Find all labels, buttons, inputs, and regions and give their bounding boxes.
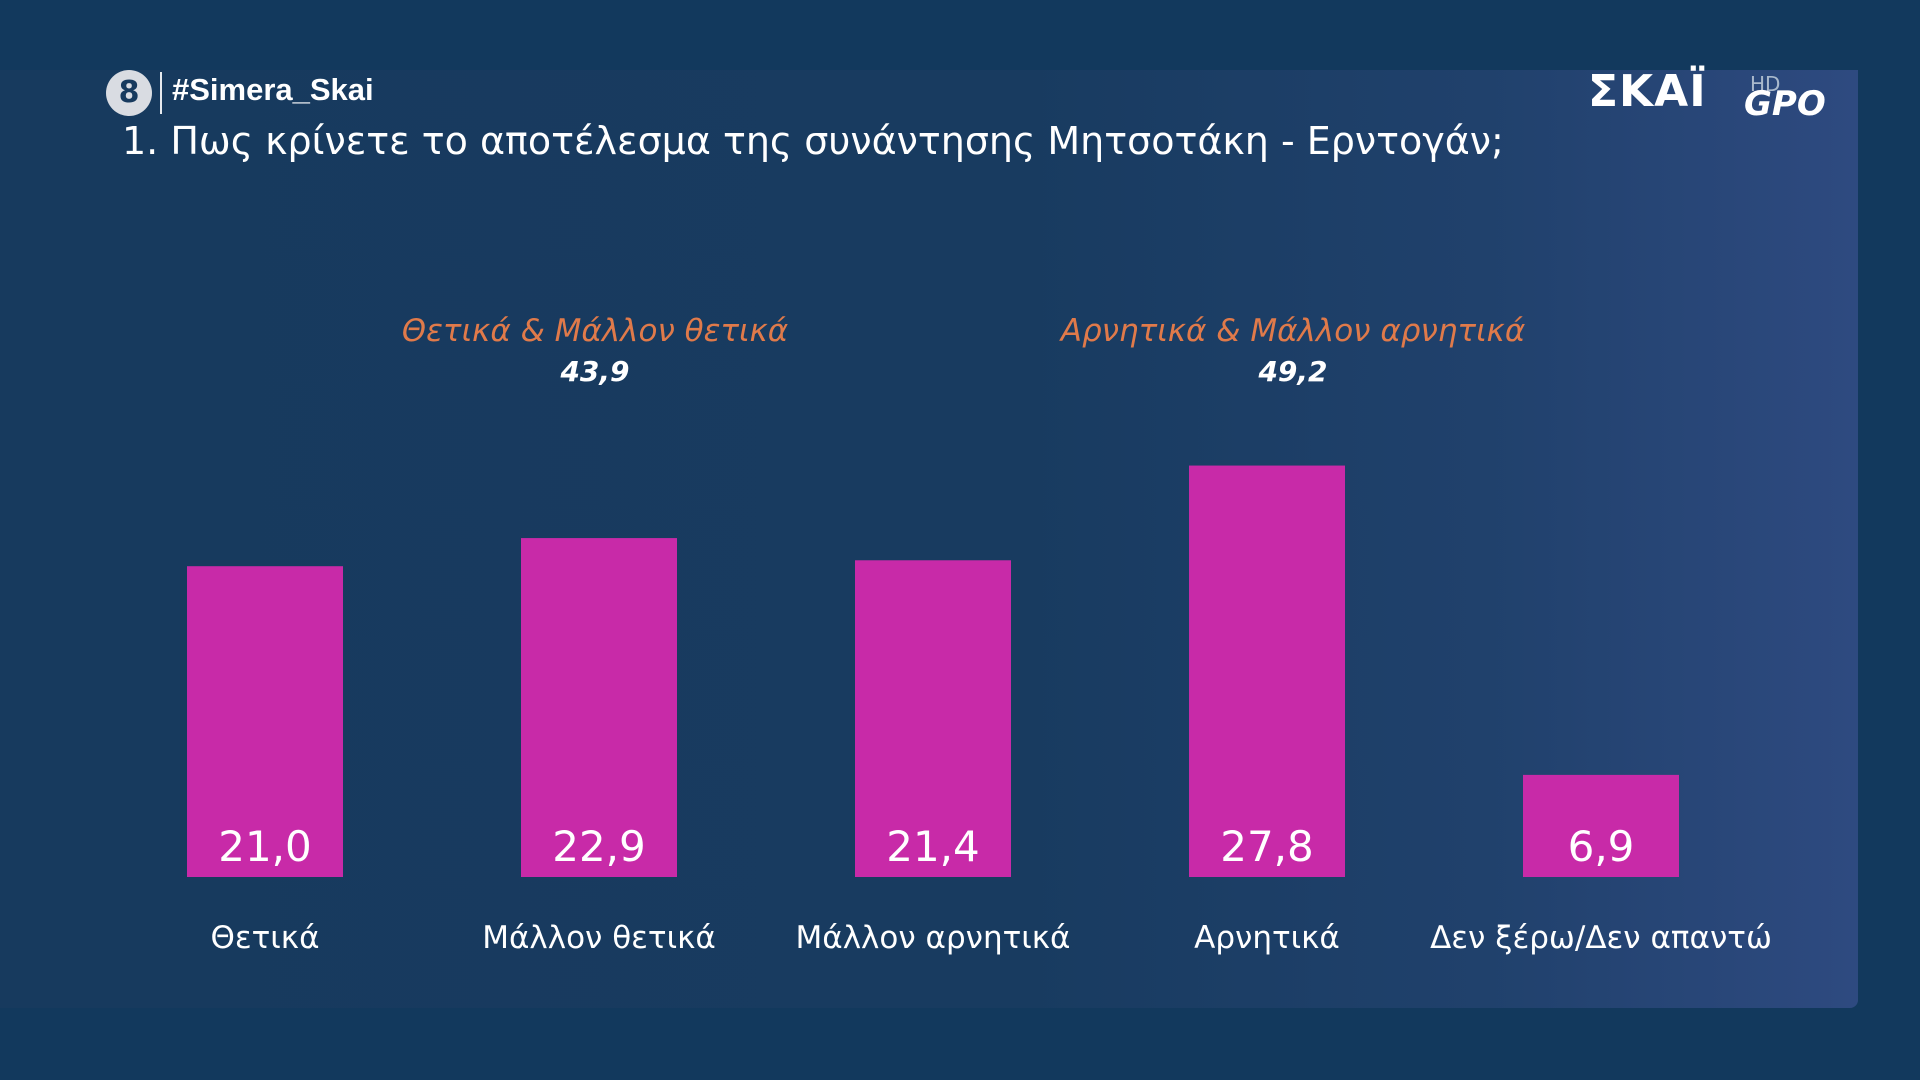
category-label-2: Μάλλον αρνητικά — [796, 920, 1071, 956]
group-positive-label: Θετικά & Μάλλον θετικά — [401, 313, 789, 349]
bar-value-label-4: 6,9 — [1568, 822, 1635, 871]
group-negative: Αρνητικά & Μάλλον αρνητικά 49,2 — [1013, 310, 1573, 392]
channel-number-badge: 8 — [106, 70, 152, 116]
gpo-logo: GPO — [1744, 84, 1826, 124]
category-label-3: Αρνητικά — [1194, 920, 1340, 956]
category-label-1: Μάλλον θετικά — [482, 920, 716, 956]
group-positive-value: 43,9 — [560, 355, 630, 388]
category-label-4: Δεν ξέρω/Δεν απαντώ — [1430, 920, 1772, 956]
channel-logo-text: ΣΚΑΪ — [1588, 66, 1707, 117]
bar-value-label-2: 21,4 — [886, 822, 980, 871]
bar-0 — [187, 566, 343, 877]
bar-value-label-3: 27,8 — [1220, 822, 1314, 871]
bar-value-label-1: 22,9 — [552, 822, 646, 871]
bar-2 — [855, 560, 1011, 877]
bar-value-label-0: 21,0 — [218, 822, 312, 871]
category-label-0: Θετικά — [210, 920, 319, 956]
group-positive: Θετικά & Μάλλον θετικά 43,9 — [315, 310, 875, 392]
hashtag-divider — [160, 72, 162, 114]
hashtag: #Simera_Skai — [172, 72, 374, 107]
group-negative-label: Αρνητικά & Μάλλον αρνητικά — [1060, 313, 1526, 349]
bar-4 — [1523, 774, 1679, 877]
group-negative-value: 49,2 — [1258, 355, 1328, 388]
bar-3 — [1189, 465, 1345, 877]
channel-logo: ΣΚΑΪ HD GPO — [1588, 64, 1838, 124]
channel-logo-hd: HD — [1750, 72, 1781, 96]
bar-1 — [521, 538, 677, 877]
survey-question: 1. Πως κρίνετε το αποτέλεσμα της συνάντη… — [122, 119, 1504, 163]
